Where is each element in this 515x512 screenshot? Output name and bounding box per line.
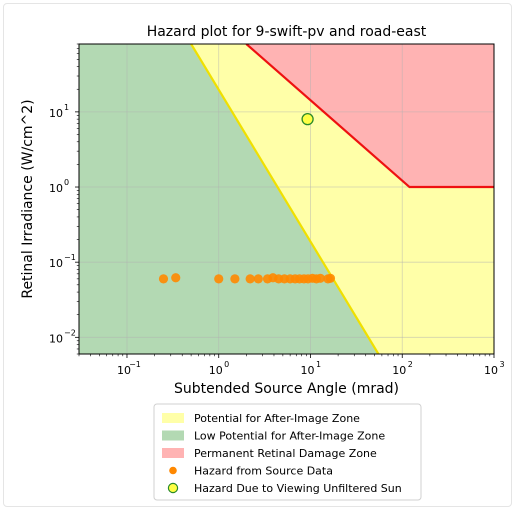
x-axis-label: Subtended Source Angle (mrad)	[174, 381, 399, 397]
legend-label: Potential for After-Image Zone	[194, 412, 360, 425]
legend-label: Hazard from Source Data	[194, 465, 333, 478]
y-tick-exponent: −1	[64, 253, 76, 262]
x-tick-label: 10	[209, 364, 223, 377]
legend: Potential for After-Image Zone Low Potent…	[153, 403, 422, 501]
y-tick-exponent: 0	[64, 178, 69, 187]
x-tick-label: 10	[117, 364, 131, 377]
plot-border	[78, 43, 495, 355]
y-tick-exponent: −2	[64, 328, 76, 337]
hazard-source-point	[214, 274, 224, 284]
legend-box	[153, 403, 422, 501]
hazard-source-point	[325, 273, 336, 283]
ticks-layer: 10−1 10 0 10 1 10 2 10 310 −210 −110 010 1	[49, 43, 505, 377]
after-image-boundary-line	[190, 44, 380, 354]
legend-marker-source	[169, 466, 177, 475]
x-tick-exponent: 1	[316, 360, 321, 369]
x-tick-label: 10	[300, 364, 314, 377]
hazard-source-point	[230, 274, 240, 284]
y-tick-label: 10	[49, 257, 63, 270]
y-tick-exponent: 1	[64, 103, 69, 112]
x-tick-exponent: 2	[408, 360, 413, 369]
y-tick-label: 10	[49, 332, 63, 345]
damage-boundary-line	[245, 44, 494, 189]
legend-swatch	[162, 448, 184, 458]
zone-layer	[79, 44, 494, 354]
sun-hazard-point	[301, 113, 314, 126]
x-tick-label: 10	[484, 364, 498, 377]
zone-permanent-damage	[246, 44, 494, 188]
hazard-source-point	[315, 273, 325, 283]
x-tick-exponent: 0	[224, 360, 229, 369]
x-tick-exponent: 3	[499, 360, 504, 369]
chart-title: Hazard plot for 9-swift-pv and road-east	[147, 24, 427, 40]
legend-swatch	[162, 430, 184, 441]
chart-frame: 10 −1 10 0 10 1 10 2 10 3 10 −2 10 −1 10 0 10 1 Hazard pl…	[3, 3, 512, 507]
legend-marker-sun	[167, 482, 179, 494]
x-tick-exponent: −1	[129, 360, 141, 369]
hazard-source-point	[158, 274, 169, 284]
hazard-source-point	[245, 274, 255, 284]
legend-label: Low Potential for After-Image Zone	[194, 430, 385, 443]
legend-swatch	[162, 413, 184, 423]
boundary-layer	[190, 44, 494, 354]
hazard-chart: 10−1 10 0 10 1 10 2 10 310 −210 −110 010 1 Hazard pl…	[20, 24, 505, 501]
x-tick-label: 10	[392, 364, 406, 377]
points-layer	[158, 113, 336, 284]
hazard-source-point	[253, 274, 263, 284]
y-tick-label: 10	[49, 107, 63, 120]
legend-label: Permanent Retinal Damage Zone	[194, 447, 377, 460]
legend-label: Hazard Due to Viewing Unfiltered Sun	[194, 482, 402, 495]
y-axis-label: Retinal Irradiance (W/cm^2)	[20, 99, 36, 298]
y-tick-label: 10	[49, 182, 63, 195]
hazard-source-point	[171, 273, 181, 283]
